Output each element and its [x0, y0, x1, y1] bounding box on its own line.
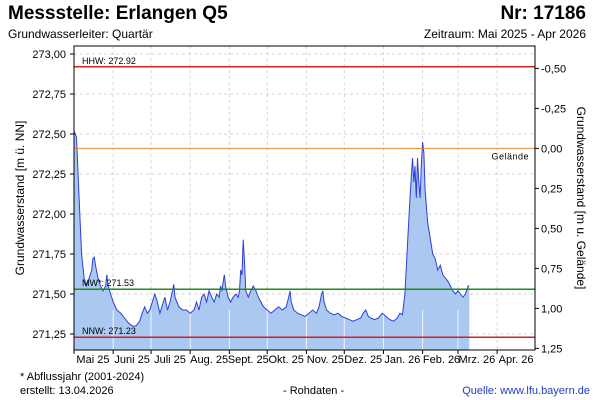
x-tick-label: Apr. 26: [499, 354, 534, 366]
created-date: erstellt: 13.04.2026: [20, 385, 114, 397]
x-tick-label: Jan. 26: [384, 354, 420, 366]
raw-data-note: - Rohdaten -: [283, 385, 345, 397]
y2-tick-label: 1,25: [541, 343, 562, 355]
y-axis-label: Grundwasserstand [m ü. NN]: [13, 121, 27, 276]
y2-tick-label: 1,00: [541, 303, 562, 315]
footnote: * Abflussjahr (2001-2024): [20, 371, 145, 383]
reference-label: MW*: 271.53: [82, 278, 134, 288]
station-title: Messstelle: Erlangen Q5: [8, 3, 228, 24]
x-tick-label: Nov. 25: [307, 354, 344, 366]
y-tick-label: 272,50: [32, 129, 66, 141]
x-tick-label: Okt. 25: [268, 354, 303, 366]
y-axis-ticks: 273,00 272,75 272,50 272,25 272,00 271,75 271,…: [32, 49, 74, 341]
y2-tick-label: 0,00: [541, 143, 562, 155]
x-tick-label: Sept. 25: [228, 354, 269, 366]
y-tick-label: 271,25: [32, 329, 66, 341]
water-level-area: [74, 130, 470, 350]
y2-tick-label: -0,25: [541, 103, 566, 115]
water-level-line: [73, 130, 470, 327]
y2-tick-label: 0,50: [541, 223, 562, 235]
y-tick-label: 271,50: [32, 289, 66, 301]
source-link[interactable]: Quelle: www.lfu.bayern.de: [462, 385, 590, 397]
x-tick-label: Mai 25: [76, 354, 109, 366]
y2-tick-label: 0,25: [541, 183, 562, 195]
station-number: Nr: 17186: [500, 3, 586, 24]
y-tick-label: 271,75: [32, 249, 66, 261]
x-tick-label: Juli 25: [154, 354, 186, 366]
month-markers: [112, 310, 459, 350]
x-tick-label: Feb. 26: [423, 354, 460, 366]
reference-label: HHW: 272.92: [82, 56, 136, 66]
x-tick-label: Mrz. 26: [459, 354, 496, 366]
y-tick-label: 273,00: [32, 49, 66, 61]
x-axis-ticks: Mai 25 Juni 25 Juli 25 Aug. 25 Sept. 25 Okt. …: [73, 350, 534, 366]
y2-axis-label: Grundwasserstand [m u. Gelände]: [574, 107, 588, 290]
y-tick-label: 272,75: [32, 89, 66, 101]
plot-frame: [73, 45, 536, 351]
x-tick-label: Juni 25: [114, 354, 149, 366]
x-tick-label: Aug. 25: [190, 354, 228, 366]
y2-tick-label: 0,75: [541, 263, 562, 275]
y2-axis-ticks: -0,50 -0,25 0,00 0,25 0,50 0,75 1,00 1,25: [535, 63, 566, 355]
aquifer-label: Grundwasserleiter: Quartär: [8, 27, 153, 41]
y-tick-label: 272,25: [32, 169, 66, 181]
period-label: Zeitraum: Mai 2025 - Apr 2026: [423, 27, 586, 41]
y2-tick-label: -0,50: [541, 63, 566, 75]
reference-label: Gelände: [491, 151, 529, 161]
x-tick-label: Dez. 25: [344, 354, 382, 366]
reference-label: NNW: 271.23: [82, 326, 136, 336]
y-tick-label: 272,00: [32, 209, 66, 221]
reference-lines: HHW: 272.92 Gelände MW*: 271.53 NNW: 271.23: [74, 56, 535, 338]
